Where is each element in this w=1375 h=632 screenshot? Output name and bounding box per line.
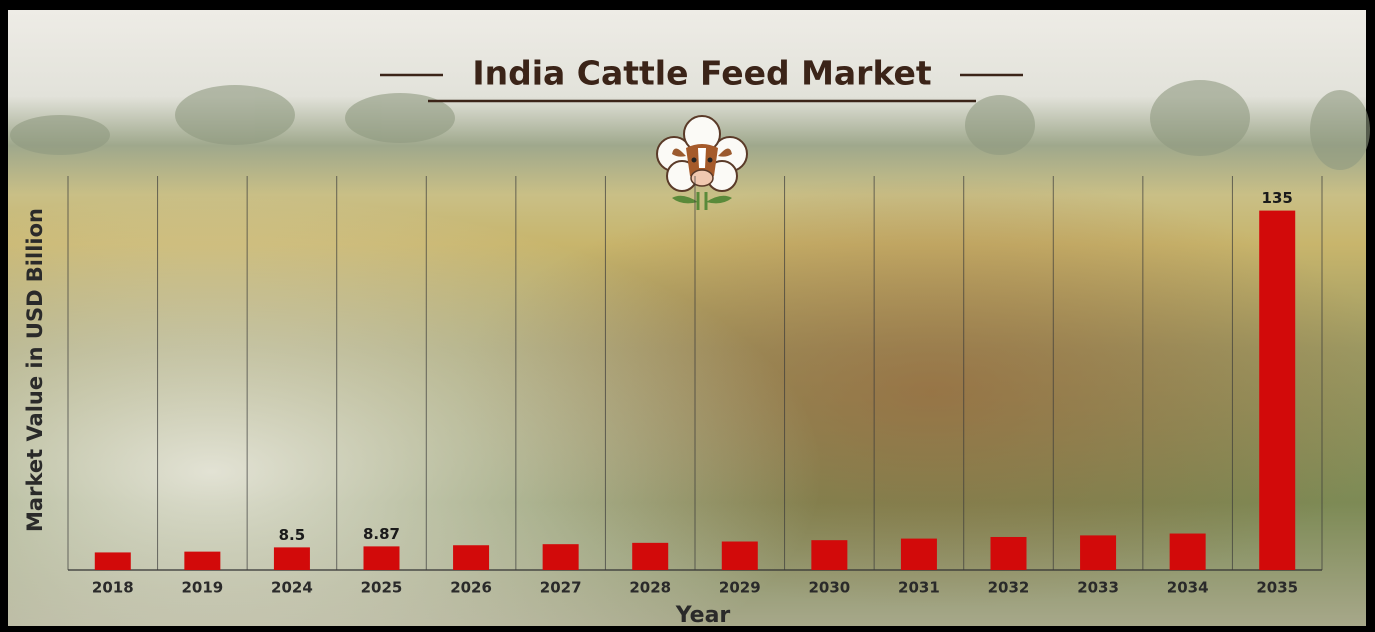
bar: [184, 552, 220, 570]
bar: [274, 547, 310, 570]
y-axis-title: Market Value in USD Billion: [23, 208, 47, 532]
x-tick-label: 2035: [1256, 579, 1298, 597]
bar: [453, 545, 489, 570]
data-label: 8.5: [279, 526, 306, 544]
bar: [95, 552, 131, 570]
x-tick-label: 2026: [450, 579, 492, 597]
x-tick-label: 2028: [629, 579, 671, 597]
bar: [1259, 211, 1295, 570]
x-tick-label: 2027: [540, 579, 582, 597]
bar: [632, 543, 668, 570]
x-tick-label: 2024: [271, 579, 313, 597]
bar: [543, 544, 579, 570]
bar: [811, 540, 847, 570]
bar: [901, 539, 937, 570]
bar: [991, 537, 1027, 570]
chart-title: India Cattle Feed Market: [472, 54, 932, 93]
x-axis-title: Year: [675, 603, 731, 628]
x-tick-label: 2019: [181, 579, 223, 597]
x-tick-label: 2029: [719, 579, 761, 597]
x-tick-label: 2032: [988, 579, 1030, 597]
data-label: 135: [1262, 189, 1293, 207]
bar: [364, 546, 400, 570]
x-tick-label: 2034: [1167, 579, 1209, 597]
x-tick-label: 2031: [898, 579, 940, 597]
x-tick-label: 2018: [92, 579, 134, 597]
bar: [1080, 535, 1116, 570]
bar: [722, 542, 758, 570]
x-tick-label: 2025: [361, 579, 403, 597]
data-label: 8.87: [363, 525, 400, 543]
x-tick-label: 2030: [808, 579, 850, 597]
chart: India Cattle Feed Market Market Value in…: [0, 0, 1375, 632]
x-tick-label: 2033: [1077, 579, 1119, 597]
bar: [1170, 534, 1206, 570]
